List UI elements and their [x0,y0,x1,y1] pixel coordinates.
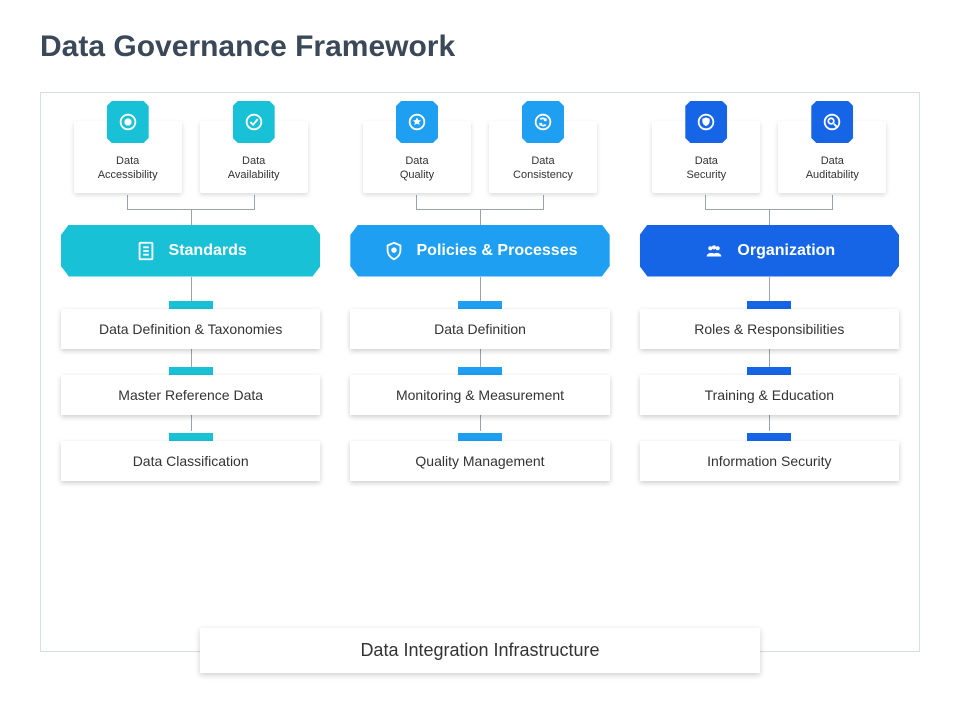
top-label: Data [116,155,139,167]
check-circle-icon [233,101,275,143]
top-label: Data [531,155,554,167]
star-circle-icon [396,101,438,143]
column-standards: Data Accessibility Data Availability Sta… [61,121,320,481]
connector [127,195,255,225]
top-label: Security [686,169,726,181]
item-stack: Roles & Responsibilities Training & Educ… [640,277,899,481]
list-item: Information Security [640,441,899,481]
shield-disk-icon [383,240,405,262]
list-item: Data Definition & Taxonomies [61,309,320,349]
list-item: Monitoring & Measurement [350,375,609,415]
checklist-icon [135,240,157,262]
top-box-security: Data Security [652,121,760,193]
top-label: Availability [228,169,280,181]
top-pair: Data Accessibility Data Availability [61,121,320,193]
top-label: Data [405,155,428,167]
page-title: Data Governance Framework [40,30,920,64]
pillar-label: Standards [169,242,247,260]
top-label: Quality [400,169,434,181]
top-box-auditability: Data Auditability [778,121,886,193]
pillar-label: Policies & Processes [417,242,578,260]
top-label: Data [821,155,844,167]
item-stack: Data Definition Monitoring & Measurement… [350,277,609,481]
gear-circle-icon [107,101,149,143]
top-label: Data [695,155,718,167]
pillar-organization: Organization [640,225,899,277]
top-label: Data [242,155,265,167]
diagram-frame: Data Accessibility Data Availability Sta… [40,92,920,652]
pillar-label: Organization [737,242,835,260]
people-icon [703,240,725,262]
item-stack: Data Definition & Taxonomies Master Refe… [61,277,320,481]
top-label: Consistency [513,169,573,181]
top-pair: Data Quality Data Consistency [350,121,609,193]
pillar-standards: Standards [61,225,320,277]
column-organization: Data Security Data Auditability Organiza… [640,121,899,481]
top-label: Accessibility [98,169,158,181]
list-item: Data Definition [350,309,609,349]
top-box-consistency: Data Consistency [489,121,597,193]
shield-check-icon [685,101,727,143]
list-item: Quality Management [350,441,609,481]
top-pair: Data Security Data Auditability [640,121,899,193]
columns-row: Data Accessibility Data Availability Sta… [61,121,899,481]
bottom-bar: Data Integration Infrastructure [200,628,760,673]
connector [705,195,833,225]
top-label: Auditability [806,169,859,181]
sync-circle-icon [522,101,564,143]
top-box-quality: Data Quality [363,121,471,193]
connector [416,195,544,225]
top-box-accessibility: Data Accessibility [74,121,182,193]
search-circle-icon [811,101,853,143]
top-box-availability: Data Availability [200,121,308,193]
list-item: Training & Education [640,375,899,415]
list-item: Roles & Responsibilities [640,309,899,349]
pillar-policies: Policies & Processes [350,225,609,277]
list-item: Master Reference Data [61,375,320,415]
list-item: Data Classification [61,441,320,481]
column-policies: Data Quality Data Consistency Policies &… [350,121,609,481]
